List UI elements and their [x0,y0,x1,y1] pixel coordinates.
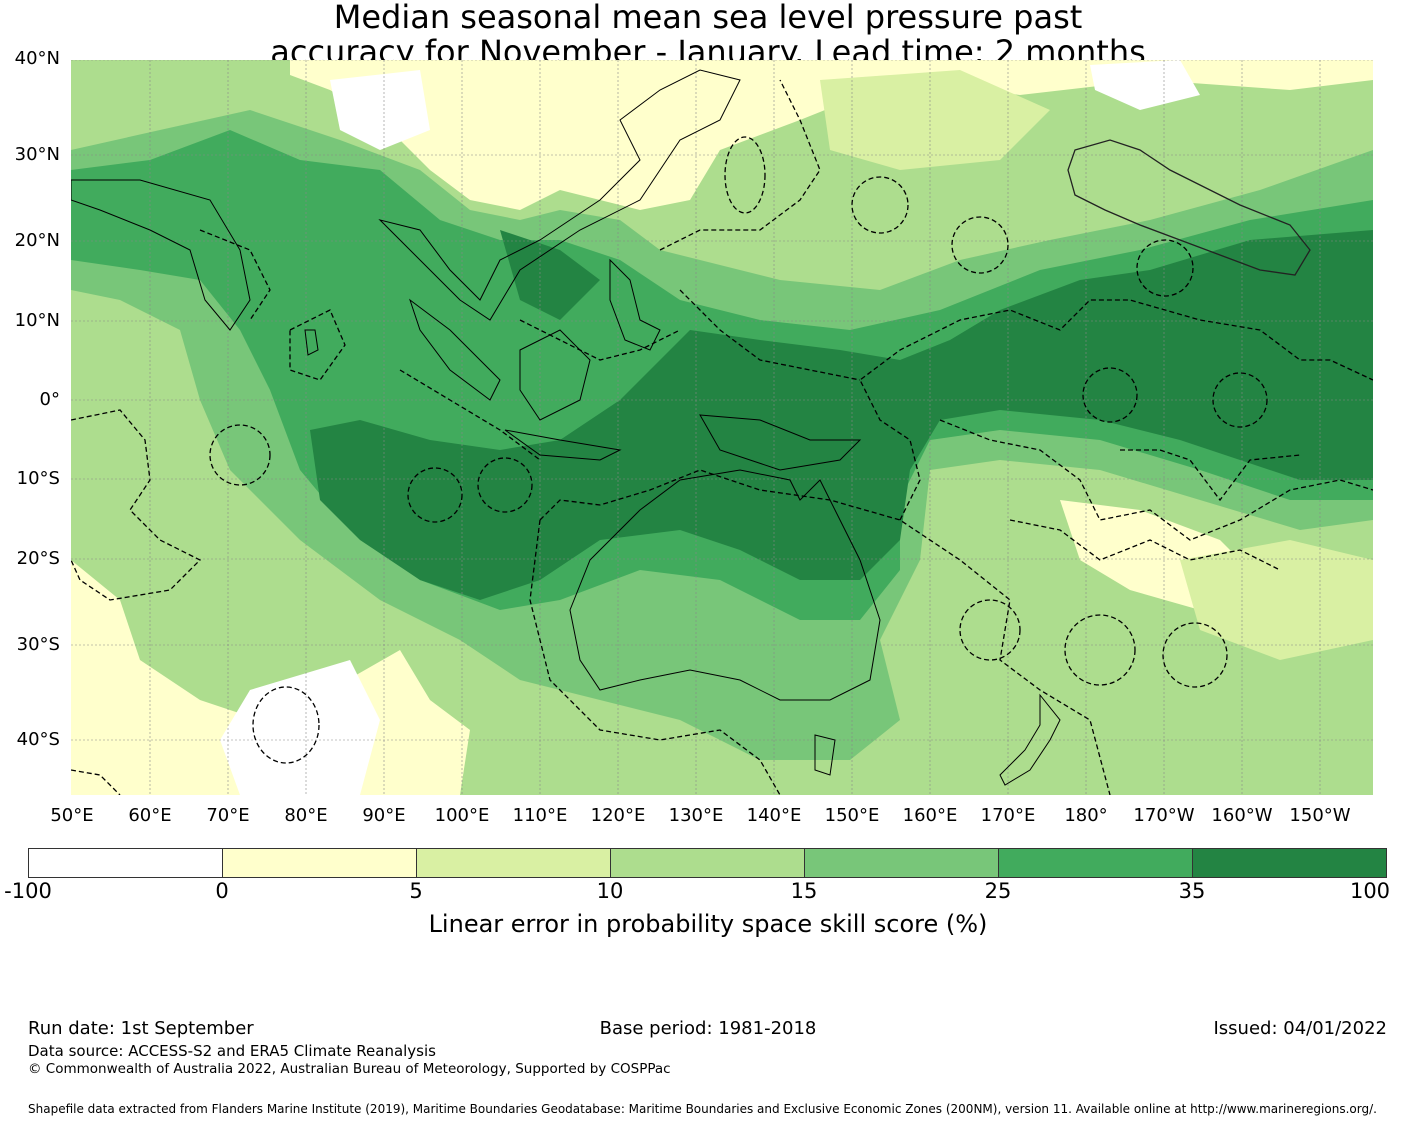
colorbar-swatch [223,849,417,877]
philippines-coastline [609,258,661,351]
colorbar-swatch [29,849,223,877]
colorbar-tick: 10 [596,879,624,903]
australia-coastline [569,469,881,701]
colorbar-swatch [805,849,999,877]
skill-region-0-5 [290,60,1373,210]
skill-region-5-10 [1180,540,1373,660]
lon-label-180: 180° [1064,805,1108,826]
colorbar-tick: 0 [215,879,229,903]
copyright: © Commonwealth of Australia 2022, Austra… [28,1061,671,1077]
skill-region-neg [330,70,430,150]
lon-label-160e: 160°E [902,805,958,826]
lon-label-70e: 70°E [206,805,250,826]
lon-label-50e: 50°E [50,805,94,826]
lon-label-170w: 170°W [1133,805,1195,826]
colorbar-tick: -100 [4,879,52,903]
lat-label-40s: 40°S [16,729,60,750]
colorbar-swatch [611,849,805,877]
borneo-coastline [519,329,591,421]
base-period: Base period: 1981-2018 [599,1018,817,1039]
shapefile-credit: Shapefile data extracted from Flanders M… [28,1102,1377,1116]
colorbar-tick: 15 [790,879,818,903]
sumatra-coastline [409,298,501,401]
lat-label-30s: 30°S [16,634,60,655]
java-coastline [504,429,622,461]
lat-label-10s: 10°S [16,468,60,489]
new-guinea-coastline [699,414,862,471]
colorbar-tick: 5 [409,879,423,903]
lon-label-170e: 170°E [980,805,1036,826]
colorbar-tick: 100 [1349,879,1391,903]
skill-region-neg [1090,60,1200,110]
colorbar-tick: 25 [984,879,1012,903]
lat-label-0: 0° [39,389,60,410]
skill-region-35-100 [500,230,600,320]
lon-label-80e: 80°E [284,805,328,826]
coastlines [71,69,1061,786]
skill-region-5-10 [820,70,1050,170]
issued-date: Issued: 04/01/2022 [1213,1018,1387,1039]
lon-label-60e: 60°E [128,805,172,826]
gridlines [71,60,1373,795]
colorbar-swatch [1193,849,1386,877]
tasmania-coastline [814,734,836,776]
title-line-1: Median seasonal mean sea level pressure … [333,0,1083,36]
new-zealand-coastline [999,693,1061,786]
india-coastline [71,179,251,331]
skill-region-neg [220,660,380,795]
colorbar-swatch [999,849,1193,877]
colorbar-tick: 35 [1178,879,1206,903]
data-source: Data source: ACCESS-S2 and ERA5 Climate … [28,1042,436,1060]
lat-label-30n: 30°N [14,144,60,165]
sri-lanka-coastline [304,329,319,356]
map-field [71,60,1373,795]
lat-label-20n: 20°N [14,230,60,251]
lon-label-150e: 150°E [824,805,880,826]
skill-region-35-100 [310,230,1373,600]
lon-label-160w: 160°W [1211,805,1273,826]
lon-label-140e: 140°E [746,805,802,826]
indochina-coastline [378,69,741,321]
eez-boundaries [71,79,1373,795]
chart-title: Median seasonal mean sea level pressure … [0,0,1416,70]
lon-label-130e: 130°E [668,805,724,826]
lon-label-90e: 90°E [362,805,406,826]
hawaii-boundary [1067,139,1311,276]
colorbar-swatch [417,849,611,877]
lon-label-100e: 100°E [434,805,490,826]
lat-label-20s: 20°S [16,548,60,569]
lon-label-110e: 110°E [512,805,568,826]
lon-label-150w: 150°W [1289,805,1351,826]
lon-label-120e: 120°E [590,805,646,826]
colorbar-label: Linear error in probability space skill … [428,910,988,938]
skill-score-map [71,60,1373,795]
run-date: Run date: 1st September [28,1018,254,1039]
colorbar [28,848,1387,878]
lat-label-40n: 40°N [14,48,60,69]
lat-label-10n: 10°N [14,310,60,331]
